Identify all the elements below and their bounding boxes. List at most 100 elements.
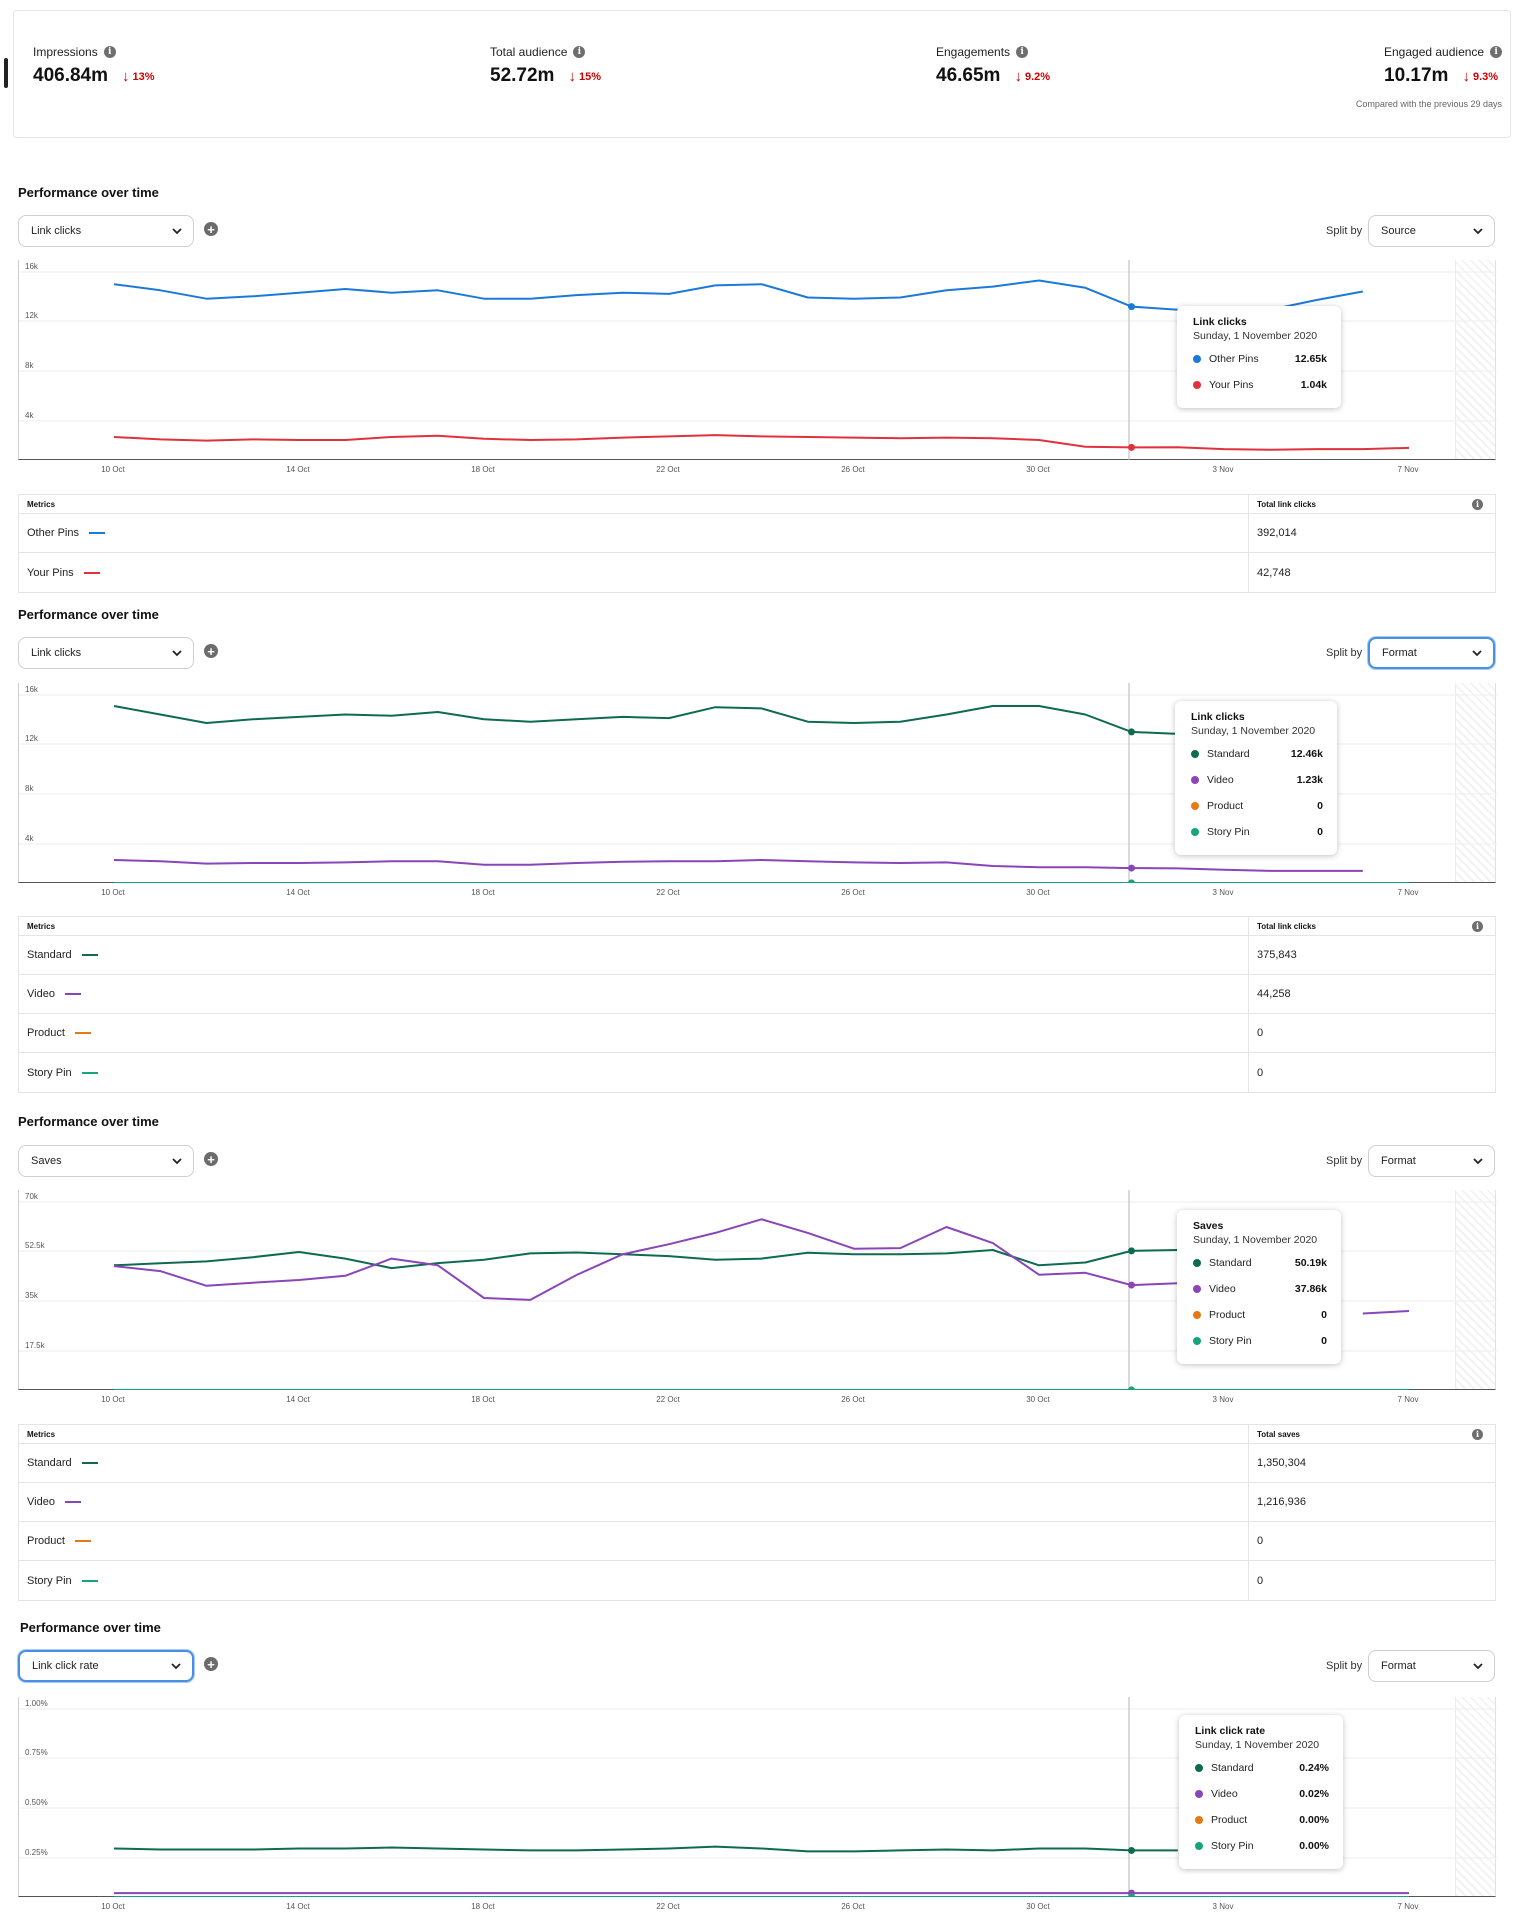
line-chart[interactable]: 16k 12k 8k 4k Link clicks Sunday, 1 November … — [18, 683, 1497, 883]
x-tick-label: 26 Oct — [841, 465, 865, 474]
section-title: Performance over time — [20, 1620, 161, 1635]
x-tick-label: 10 Oct — [101, 888, 125, 897]
split-by-dropdown-value: Source — [1381, 225, 1416, 237]
tooltip-row: Video 37.86k — [1193, 1276, 1327, 1302]
tooltip-row: Your Pins 1.04k — [1193, 372, 1327, 398]
metric-dropdown-value: Link clicks — [31, 647, 82, 659]
y-tick-label: 0.50% — [25, 1798, 48, 1807]
legend-dot — [1195, 1816, 1203, 1824]
x-tick-label: 14 Oct — [286, 1395, 310, 1404]
info-icon[interactable]: i — [573, 46, 586, 58]
tooltip-series-value: 12.65k — [1294, 353, 1327, 365]
metric-dropdown[interactable]: Link clicks — [18, 637, 194, 669]
tooltip-title: Link clicks — [1191, 711, 1245, 723]
column-header-label: Metrics — [27, 1429, 56, 1439]
metrics-table-header: Metrics Total saves i — [19, 1425, 1495, 1444]
series-line-other-pins — [113, 279, 1363, 312]
metric-dropdown-value: Saves — [31, 1155, 62, 1167]
tooltip-row: Standard 50.19k — [1193, 1250, 1327, 1276]
line-chart[interactable]: 70k 52.5k 35k 17.5k Saves Sunday, 1 November … — [18, 1190, 1497, 1390]
split-by-dropdown[interactable]: Format — [1368, 1145, 1495, 1177]
kpi-impressions: Impressions i 406.84m ↓ 13% — [33, 45, 155, 87]
legend-swatch — [88, 532, 105, 534]
tooltip-row: Standard 12.46k — [1191, 741, 1323, 767]
add-metric-icon[interactable]: + — [204, 1152, 218, 1166]
info-icon[interactable]: i — [1490, 46, 1503, 58]
split-by-dropdown[interactable]: Format — [1368, 637, 1495, 669]
table-row: Video 1,216,936 — [19, 1483, 1495, 1522]
metric-name-cell: Your Pins — [19, 553, 1249, 592]
metric-name: Product — [27, 1535, 65, 1547]
table-row: Product 0 — [19, 1522, 1495, 1561]
table-row: Standard 375,843 — [19, 936, 1495, 975]
column-header-label: Total link clicks — [1257, 921, 1316, 931]
metric-name-cell: Standard — [19, 1444, 1249, 1482]
tooltip-series-value: 1.04k — [1300, 379, 1327, 391]
info-icon[interactable]: i — [1016, 46, 1029, 58]
table-row: Story Pin 0 — [19, 1053, 1495, 1092]
legend-swatch — [74, 1032, 91, 1034]
metric-name: Standard — [27, 1457, 72, 1469]
y-tick-label: 4k — [25, 834, 34, 843]
line-chart[interactable]: 1.00% 0.75% 0.50% 0.25% Link click rate Sunda… — [18, 1697, 1497, 1897]
y-tick-label: 16k — [25, 685, 38, 694]
tooltip-series-value: 0 — [1321, 1309, 1327, 1321]
tooltip-series-name: Product — [1211, 1814, 1248, 1826]
x-tick-label: 7 Nov — [1397, 888, 1419, 897]
add-metric-icon[interactable]: + — [204, 1657, 218, 1671]
tooltip-date: Sunday, 1 November 2020 — [1195, 1739, 1320, 1751]
metrics-table-header: Metrics Total link clicks i — [19, 917, 1495, 936]
column-header-label: Metrics — [27, 921, 56, 931]
metric-total: 44,258 — [1257, 988, 1291, 1000]
chart-plot — [19, 1697, 1497, 1897]
hover-point — [1128, 1846, 1135, 1854]
x-tick-label: 22 Oct — [656, 888, 680, 897]
table-row: Other Pins 392,014 — [19, 514, 1495, 553]
metric-total: 1,216,936 — [1257, 1496, 1306, 1508]
tooltip-date: Sunday, 1 November 2020 — [1193, 330, 1318, 342]
line-chart[interactable]: 16k 12k 8k 4k Link clicks Sunday, 1 November … — [18, 260, 1497, 460]
chart-tooltip: Link click rate Sunday, 1 November 2020 St… — [1179, 1715, 1343, 1869]
tooltip-row: Product 0 — [1191, 793, 1323, 819]
y-tick-label: 12k — [25, 734, 38, 743]
legend-swatch — [83, 571, 100, 574]
tooltip-series-name: Standard — [1211, 1762, 1254, 1774]
metrics-table: Metrics Total saves i Standard 1,350,304 Vide… — [18, 1424, 1496, 1601]
tooltip-series-value: 37.86k — [1294, 1283, 1327, 1295]
future-range-hatch — [1455, 683, 1495, 882]
metric-name-cell: Product — [19, 1522, 1249, 1560]
metric-dropdown[interactable]: Saves — [18, 1145, 194, 1177]
metric-total: 1,350,304 — [1257, 1457, 1306, 1469]
info-icon[interactable]: i — [1472, 920, 1483, 932]
y-tick-label: 35k — [25, 1291, 38, 1300]
metric-dropdown[interactable]: Link click rate — [18, 1650, 194, 1682]
split-by-dropdown[interactable]: Source — [1368, 215, 1495, 247]
tooltip-row: Product 0 — [1193, 1302, 1327, 1328]
table-row: Product 0 — [19, 1014, 1495, 1053]
hover-point — [1128, 864, 1135, 872]
legend-swatch — [64, 993, 81, 995]
legend-dot — [1193, 381, 1201, 389]
info-icon[interactable]: i — [103, 46, 116, 58]
add-metric-icon[interactable]: + — [204, 222, 218, 236]
split-by-dropdown[interactable]: Format — [1368, 1650, 1495, 1682]
column-header-total: Total link clicks i — [1249, 917, 1495, 935]
kpi-label: Engaged audience — [1384, 45, 1485, 59]
split-by-label: Split by — [1326, 1660, 1363, 1672]
metrics-table: Metrics Total link clicks i Other Pins 392,0… — [18, 494, 1496, 593]
legend-dot — [1195, 1764, 1203, 1772]
legend-swatch — [74, 1540, 91, 1542]
x-tick-label: 3 Nov — [1212, 465, 1234, 474]
add-metric-icon[interactable]: + — [204, 644, 218, 658]
kpi-label: Engagements — [936, 45, 1011, 59]
x-tick-label: 18 Oct — [471, 1395, 495, 1404]
info-icon[interactable]: i — [1472, 498, 1483, 510]
x-tick-label: 22 Oct — [656, 465, 680, 474]
table-row: Your Pins 42,748 — [19, 553, 1495, 592]
info-icon[interactable]: i — [1472, 1428, 1483, 1440]
table-row: Video 44,258 — [19, 975, 1495, 1014]
metric-dropdown[interactable]: Link clicks — [18, 215, 194, 247]
split-by-label: Split by — [1326, 647, 1363, 659]
legend-dot — [1193, 1311, 1201, 1319]
kpi-label: Impressions — [33, 45, 98, 59]
